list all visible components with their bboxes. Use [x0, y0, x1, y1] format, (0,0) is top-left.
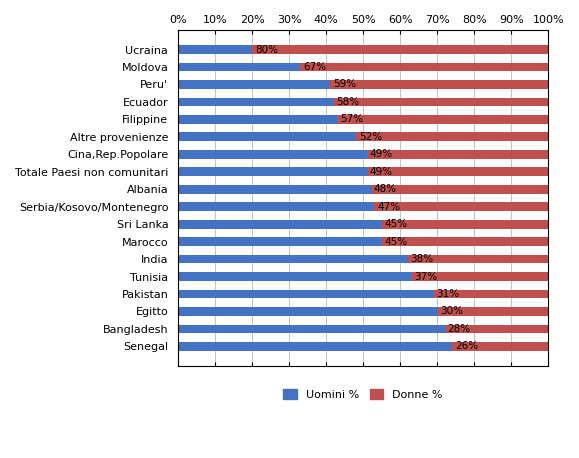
Text: 38%: 38% — [411, 254, 434, 264]
Bar — [178, 115, 337, 124]
Bar — [367, 168, 548, 176]
Bar — [178, 237, 382, 246]
Bar — [445, 325, 548, 333]
Text: 26%: 26% — [455, 341, 478, 351]
Bar — [301, 63, 548, 71]
Bar — [356, 132, 548, 141]
Bar — [178, 45, 252, 54]
Bar — [382, 237, 548, 246]
Bar — [374, 202, 548, 211]
Bar — [178, 63, 301, 71]
Bar — [382, 220, 548, 229]
Bar — [178, 255, 408, 263]
Bar — [178, 272, 411, 281]
Legend: Uomini %, Donne %: Uomini %, Donne % — [279, 385, 447, 404]
Bar — [178, 202, 374, 211]
Bar — [178, 220, 382, 229]
Bar — [337, 115, 548, 124]
Bar — [178, 325, 445, 333]
Bar — [178, 307, 437, 316]
Text: 30%: 30% — [440, 306, 463, 316]
Text: 59%: 59% — [333, 79, 356, 89]
Text: 58%: 58% — [336, 97, 360, 107]
Text: 28%: 28% — [448, 324, 471, 334]
Text: 48%: 48% — [373, 184, 397, 194]
Text: 49%: 49% — [370, 149, 393, 159]
Bar — [252, 45, 548, 54]
Text: 45%: 45% — [384, 219, 408, 229]
Bar — [178, 185, 371, 194]
Bar — [178, 98, 334, 106]
Bar — [434, 289, 548, 299]
Text: 49%: 49% — [370, 167, 393, 177]
Text: 57%: 57% — [340, 114, 363, 125]
Bar — [452, 342, 548, 351]
Bar — [408, 255, 548, 263]
Text: 52%: 52% — [359, 132, 382, 142]
Bar — [178, 168, 367, 176]
Bar — [334, 98, 548, 106]
Bar — [367, 150, 548, 158]
Bar — [330, 80, 548, 89]
Text: 37%: 37% — [414, 272, 437, 282]
Bar — [178, 80, 330, 89]
Text: 67%: 67% — [303, 62, 327, 72]
Text: 47%: 47% — [377, 202, 400, 212]
Bar — [371, 185, 548, 194]
Bar — [411, 272, 548, 281]
Bar — [437, 307, 548, 316]
Text: 45%: 45% — [384, 237, 408, 246]
Bar — [178, 289, 434, 299]
Text: 31%: 31% — [437, 289, 460, 299]
Bar — [178, 132, 356, 141]
Bar — [178, 342, 452, 351]
Text: 80%: 80% — [255, 44, 278, 55]
Bar — [178, 150, 367, 158]
